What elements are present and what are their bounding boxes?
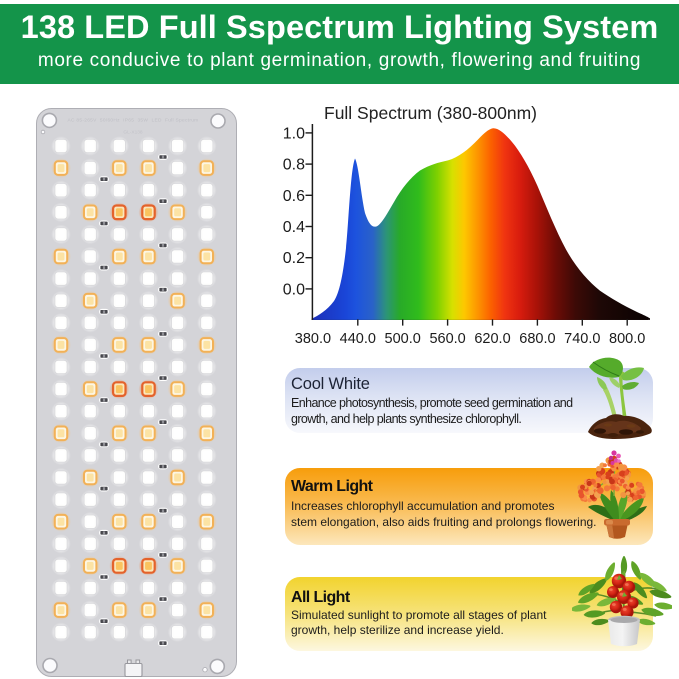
- svg-text:560.0: 560.0: [429, 331, 465, 347]
- svg-text:0.8: 0.8: [283, 157, 305, 174]
- svg-text:0.6: 0.6: [283, 188, 305, 205]
- svg-text:0.2: 0.2: [283, 250, 305, 267]
- svg-text:740.0: 740.0: [564, 331, 600, 347]
- svg-text:440.0: 440.0: [340, 331, 376, 347]
- svg-text:500.0: 500.0: [385, 331, 421, 347]
- svg-text:1.0: 1.0: [283, 125, 305, 142]
- svg-text:680.0: 680.0: [519, 331, 555, 347]
- svg-text:800.0: 800.0: [609, 331, 645, 347]
- svg-text:Full Spectrum (380-800nm): Full Spectrum (380-800nm): [324, 103, 537, 123]
- svg-text:0.0: 0.0: [283, 281, 305, 298]
- svg-text:0.4: 0.4: [283, 219, 305, 236]
- svg-text:620.0: 620.0: [474, 331, 510, 347]
- svg-text:380.0: 380.0: [295, 331, 331, 347]
- svg-text:AC 85-265V 50/60Hz IP65 35W: AC 85-265V 50/60Hz IP65 35W LED Full Spe…: [68, 118, 199, 124]
- svg-text:GL-X138: GL-X138: [123, 130, 143, 136]
